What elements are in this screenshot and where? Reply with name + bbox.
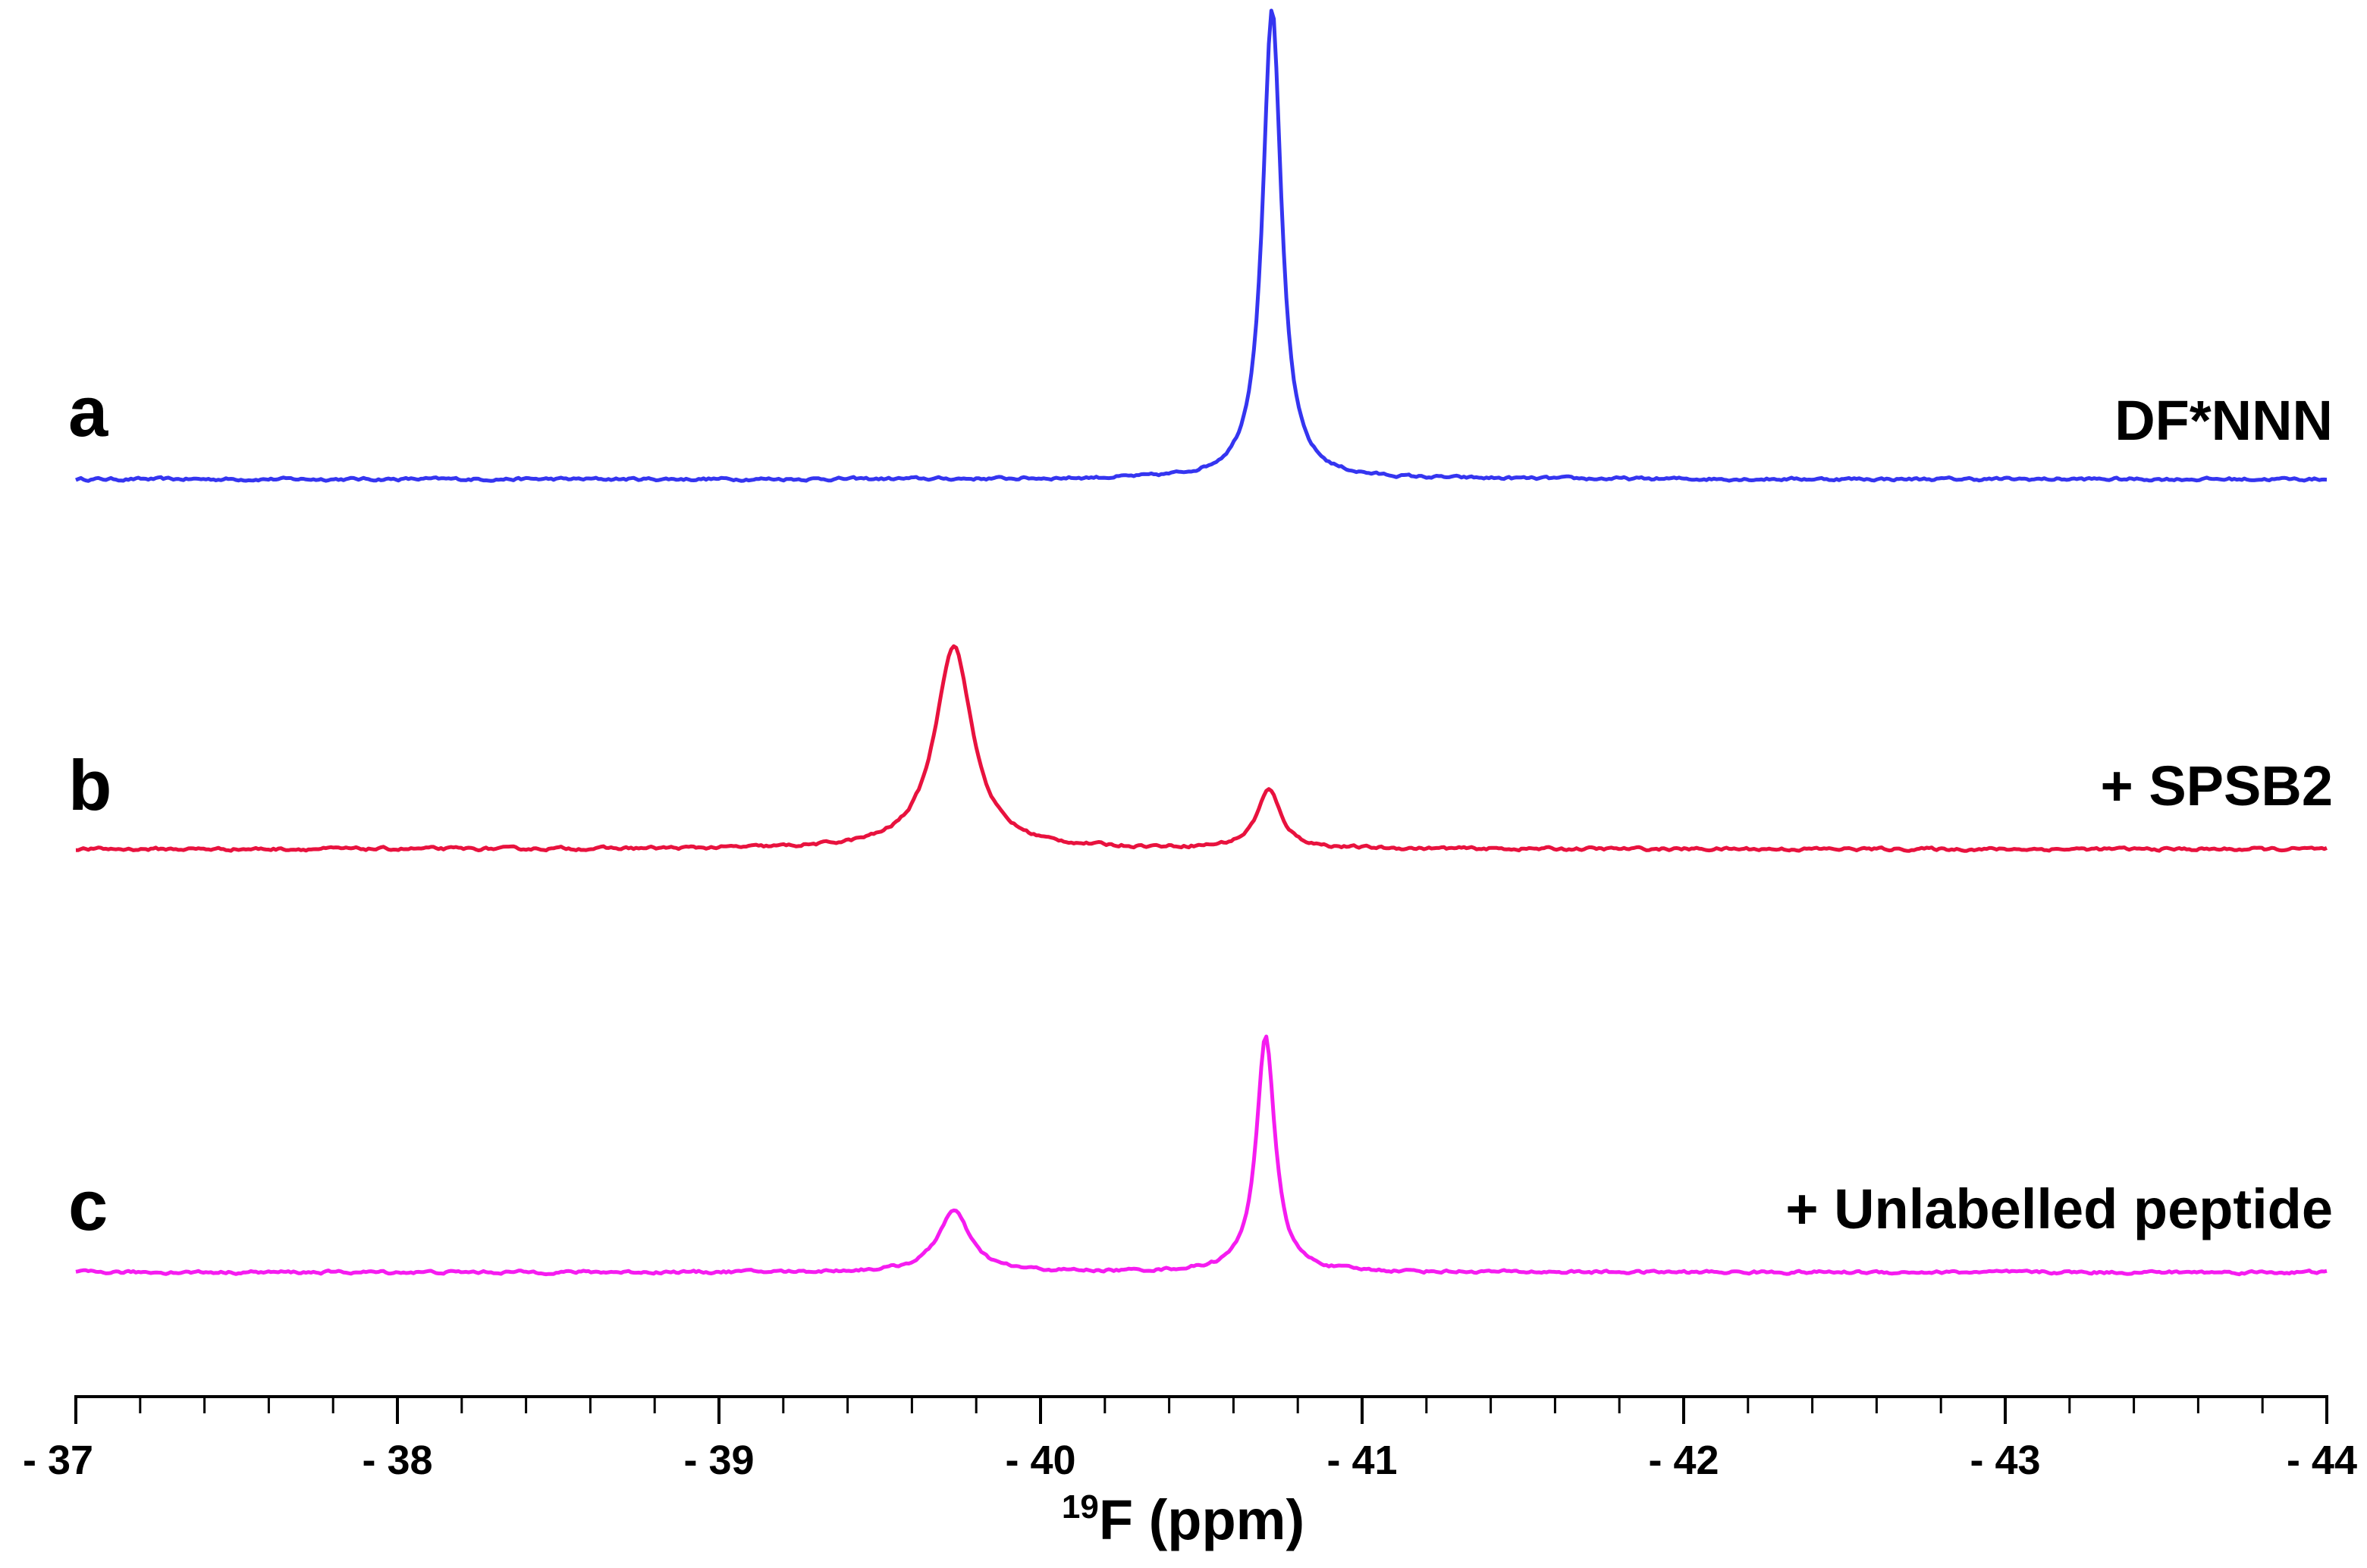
spectra-traces: [75, 8, 2328, 1277]
x-tick-label: - 40: [1005, 1438, 1075, 1483]
x-tick-label: - 41: [1326, 1438, 1397, 1483]
spectrum-line-c: [75, 1034, 2328, 1277]
x-tick-label: - 43: [1970, 1438, 2040, 1483]
series-label-b: + SPSB2: [2101, 754, 2333, 817]
panel-label-a: a: [68, 372, 108, 451]
x-tick-label: - 39: [683, 1438, 754, 1483]
x-tick-label: - 44: [2287, 1438, 2357, 1483]
x-axis: - 37 - 38 - 39 - 40 - 41 - 42 - 43 - 44: [23, 1395, 2357, 1483]
x-tick-label: - 42: [1648, 1438, 1719, 1483]
series-label-c: + Unlabelled peptide: [1785, 1178, 2333, 1240]
panel-label-b: b: [68, 745, 111, 825]
spectra-labels: a DF*NNN b + SPSB2 c + Unlabelled peptide: [68, 372, 2333, 1245]
spectrum-line-b: [75, 644, 2328, 853]
x-tick-label: - 37: [23, 1438, 93, 1483]
x-tick-label: - 38: [362, 1438, 432, 1483]
x-axis-title: 19F (ppm): [1062, 1488, 1304, 1551]
series-label-a: DF*NNN: [2114, 389, 2333, 452]
panel-label-c: c: [68, 1165, 108, 1245]
spectrum-line-a: [75, 8, 2328, 483]
